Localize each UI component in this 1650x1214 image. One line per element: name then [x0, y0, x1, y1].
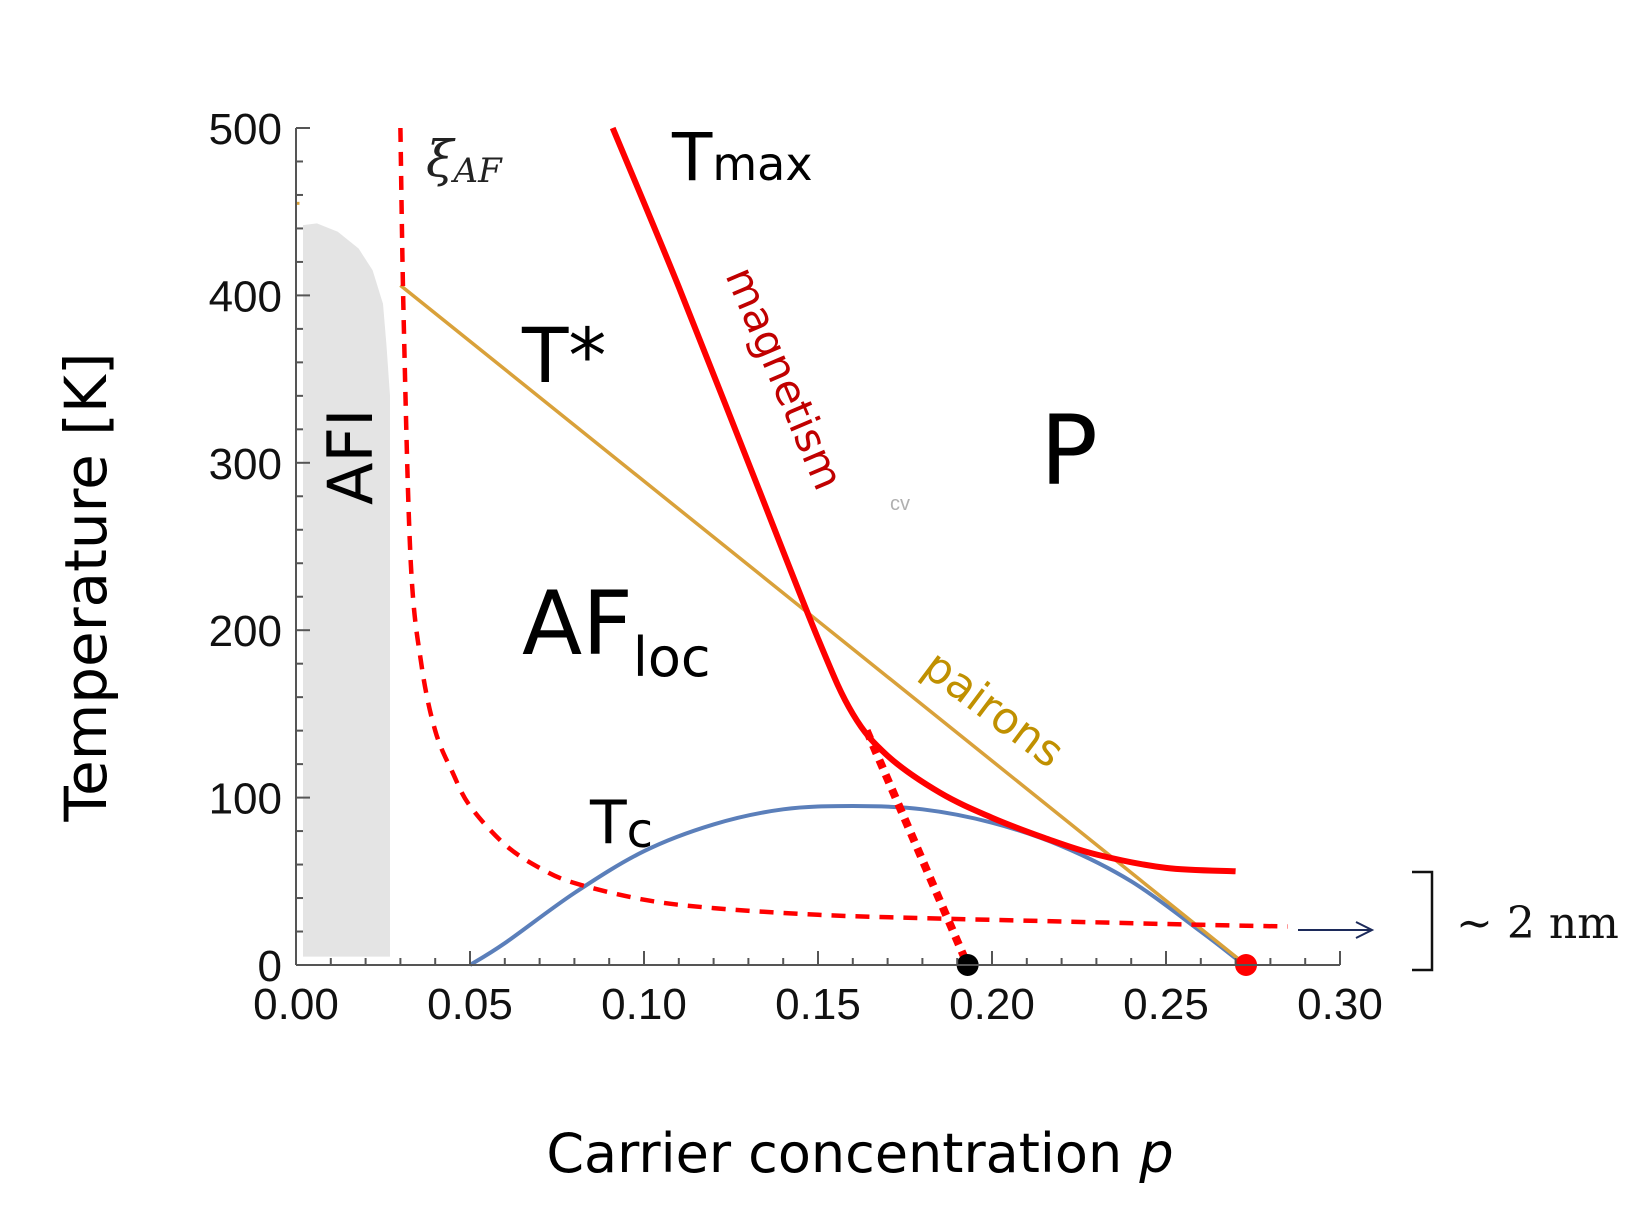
- p-region-label: P: [1040, 395, 1098, 507]
- y-tick-label: 0: [258, 942, 282, 991]
- x-tick-label: 0.10: [601, 980, 687, 1029]
- y-tick-label: 300: [209, 440, 282, 489]
- tstar-line: [399, 284, 1248, 967]
- af-loc-label: AFloc: [522, 572, 711, 689]
- x-tick-label: 0.20: [949, 980, 1035, 1029]
- cv-label: cv: [890, 493, 910, 515]
- y-tick-label: 500: [209, 105, 282, 154]
- y-tick-label: 100: [209, 775, 282, 824]
- x-tick-label: 0.30: [1297, 980, 1383, 1029]
- x-tick-label: 0.25: [1123, 980, 1209, 1029]
- afi-region: [303, 223, 390, 957]
- y-tick-label: 200: [209, 607, 282, 656]
- tmax-dotted-extension: [863, 729, 972, 967]
- bracket-icon: [1412, 870, 1434, 972]
- x-axis-title: Carrier concentration p: [546, 1122, 1173, 1185]
- x-tick-label: 0.15: [775, 980, 861, 1029]
- curves-layer: [296, 126, 1288, 976]
- tmax-curve: [609, 126, 1236, 875]
- xi-af-label: ξAF: [426, 130, 503, 191]
- y-axis-title: Temperature [K]: [52, 352, 120, 822]
- tc-label: Tc: [589, 788, 653, 859]
- magnetism-label: magnetism: [716, 260, 854, 497]
- tc-curve: [468, 803, 1237, 967]
- length-scale-label: ~ 2 nm: [1456, 898, 1619, 949]
- tstar-label: T*: [521, 311, 606, 400]
- axes-layer: 0 100 200 300 400 500 0.00 0.05 0.10 0.15 0.20 0.25…: [209, 105, 1383, 1029]
- x-tick-label: 0.00: [253, 980, 339, 1029]
- arrow-right-icon: [1298, 921, 1375, 939]
- tmax-label: Tmax: [671, 119, 813, 196]
- afi-label: AFI: [314, 409, 387, 505]
- y-tick-label: 400: [209, 272, 282, 321]
- x-tick-label: 0.05: [427, 980, 513, 1029]
- pairons-label: pairons: [913, 640, 1073, 778]
